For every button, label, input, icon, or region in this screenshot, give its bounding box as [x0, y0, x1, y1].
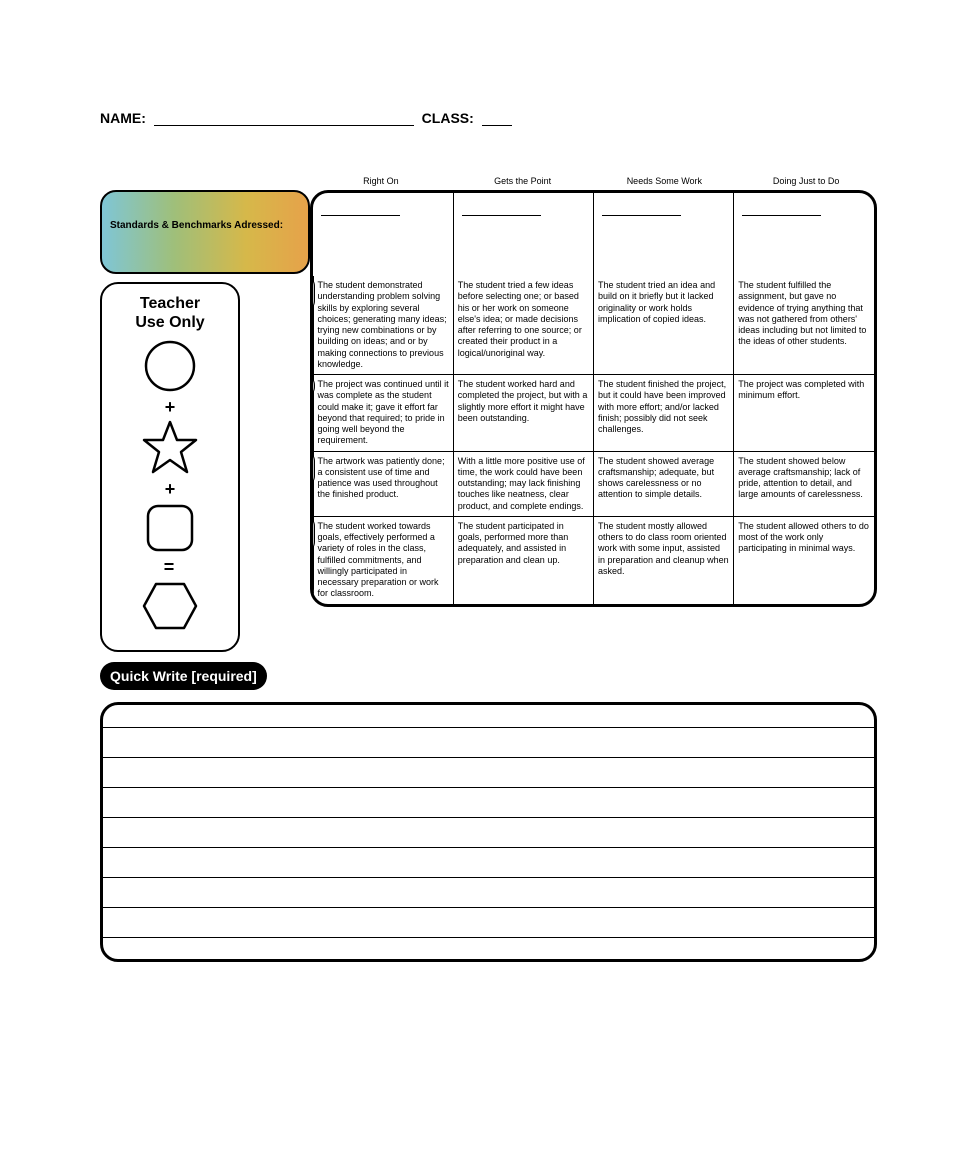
standards-label: Standards & Benchmarks Adressed: [110, 220, 283, 231]
rubric-row: Creativity & Originality The student dem… [313, 276, 874, 375]
rubric-cell: The student showed below average craftsm… [734, 451, 874, 516]
rubric-row: Cooperation & Collaboration The student … [313, 516, 874, 603]
teacher-title-line2: Use Only [135, 314, 204, 331]
rubric-body: Creativity & Originality The student dem… [313, 276, 874, 604]
rubric-cell: The student fulfilled the assignment, bu… [734, 276, 874, 375]
rubric-page: NAME: CLASS: Right On Gets the Point Nee… [0, 0, 977, 1022]
rubric-table [313, 193, 874, 277]
rubric-cell: The student allowed others to do most of… [734, 516, 874, 603]
rubric-cell: The student mostly allowed others to do … [594, 516, 734, 603]
rubric-cell: The project was completed with minimum e… [734, 375, 874, 452]
col-header-1: Right On [310, 176, 452, 186]
rubric-row: Craftsmanship & Consistency The artwork … [313, 451, 874, 516]
plus-icon: + [110, 398, 230, 416]
rubric-row: Perseverance The project was continued u… [313, 375, 874, 452]
score-cell-2[interactable] [453, 193, 593, 277]
score-cell-1[interactable] [313, 193, 453, 277]
col-header-3: Needs Some Work [594, 176, 736, 186]
rubric-cell: The student participated in goals, perfo… [453, 516, 593, 603]
class-label: CLASS: [422, 110, 474, 126]
rubric-top-area: Standards & Benchmarks Adressed: Teacher… [100, 190, 877, 690]
rubric-cell: The student tried an idea and build on i… [594, 276, 734, 375]
score-cell-4[interactable] [734, 193, 874, 277]
quick-write-box[interactable] [100, 702, 877, 962]
rubric-cell: With a little more positive use of time,… [453, 451, 593, 516]
shape-star [110, 420, 230, 476]
rubric-cell: The student finished the project, but it… [594, 375, 734, 452]
shape-hexagon [110, 580, 230, 632]
col-header-2: Gets the Point [452, 176, 594, 186]
teacher-use-only-box: Teacher Use Only + + = [100, 282, 240, 652]
name-label: NAME: [100, 110, 146, 126]
header-line: NAME: CLASS: [100, 110, 877, 126]
left-column: Standards & Benchmarks Adressed: Teacher… [100, 190, 310, 690]
teacher-title-line1: Teacher [140, 295, 200, 312]
standards-box: Standards & Benchmarks Adressed: [100, 190, 310, 274]
col-header-4: Doing Just to Do [735, 176, 877, 186]
rubric-cell: The student worked hard and completed th… [453, 375, 593, 452]
equals-icon: = [110, 558, 230, 576]
rubric-cell: The student worked towards goals, effect… [313, 516, 453, 603]
name-blank[interactable] [154, 125, 414, 126]
rubric-column-headers: Right On Gets the Point Needs Some Work … [100, 176, 877, 186]
rubric-cell: The artwork was patiently done; a consis… [313, 451, 453, 516]
rubric-cell: The student demonstrated understanding p… [313, 276, 453, 375]
rubric-table-wrap: Creativity & Originality The student dem… [310, 190, 877, 607]
quick-write-label: Quick Write [required] [100, 662, 267, 690]
teacher-title: Teacher Use Only [110, 294, 230, 332]
score-row [313, 193, 874, 277]
class-blank[interactable] [482, 125, 512, 126]
shape-rounded-square [110, 502, 230, 554]
plus-icon-2: + [110, 480, 230, 498]
rubric-cell: The student tried a few ideas before sel… [453, 276, 593, 375]
rubric-cell: The project was continued until it was c… [313, 375, 453, 452]
rubric-cell: The student showed average craftsmanship… [594, 451, 734, 516]
shape-circle [110, 338, 230, 394]
score-cell-3[interactable] [594, 193, 734, 277]
